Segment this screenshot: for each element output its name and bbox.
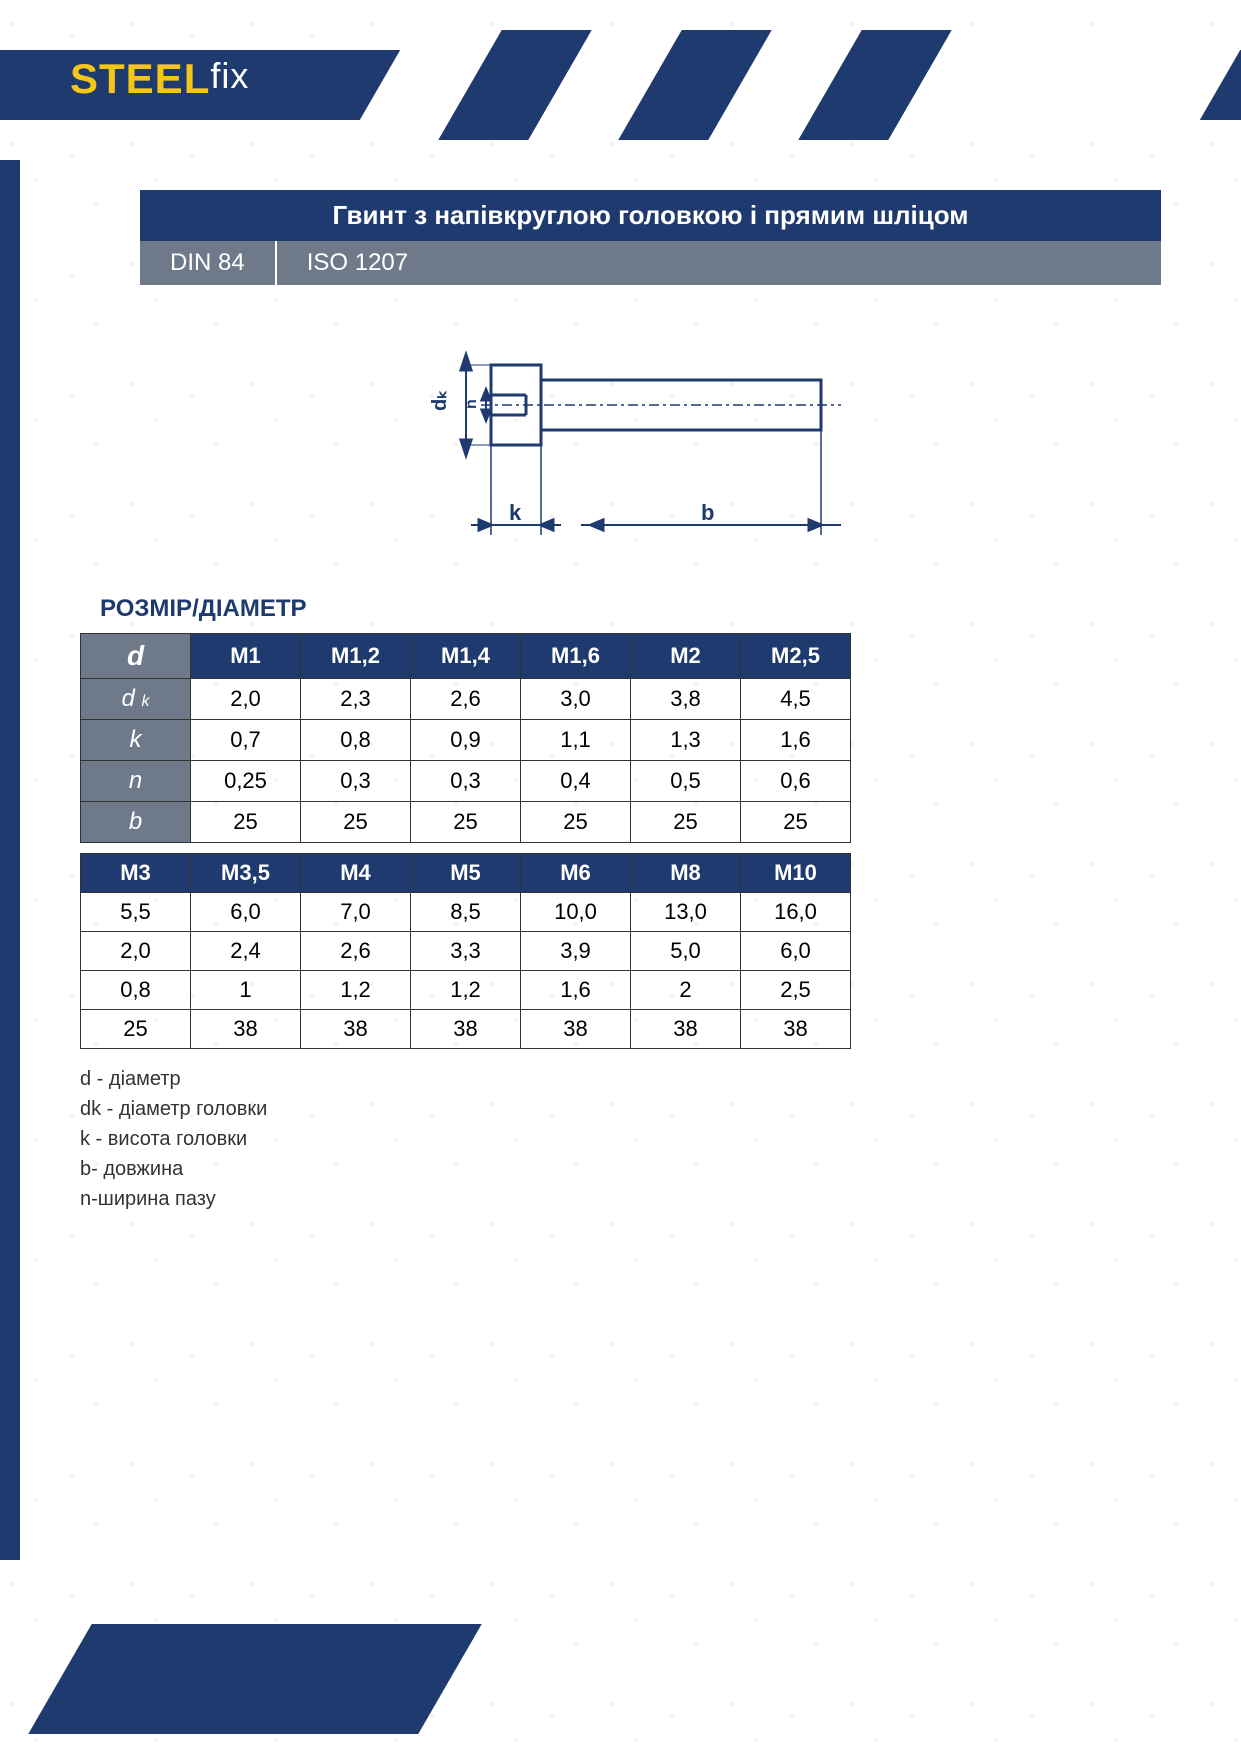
legend-line: d - діаметр — [80, 1064, 1161, 1094]
cell: 3,8 — [631, 679, 741, 720]
standard-din: DIN 84 — [140, 241, 277, 285]
header-stripes — [380, 30, 1080, 140]
cell: 2,0 — [191, 679, 301, 720]
legend-line: k - висота головки — [80, 1124, 1161, 1154]
dimensions-table-2: M3 M3,5 M4 M5 M6 M8 M10 5,5 6,0 7,0 8,5 … — [80, 853, 851, 1049]
col-header: M2,5 — [741, 634, 851, 679]
legend-line: b- довжина — [80, 1154, 1161, 1184]
cell: 0,6 — [741, 761, 851, 802]
cell: 5,5 — [81, 893, 191, 932]
cell: 25 — [301, 802, 411, 843]
cell: 5,0 — [631, 932, 741, 971]
cell: 1,1 — [521, 720, 631, 761]
cell: 0,25 — [191, 761, 301, 802]
row-label-b: b — [81, 802, 191, 843]
standards-row: DIN 84 ISO 1207 — [140, 241, 1161, 285]
col-header: M5 — [411, 854, 521, 893]
technical-diagram: dₖ n k b — [371, 335, 871, 555]
cell: 38 — [631, 1010, 741, 1049]
cell: 2,6 — [411, 679, 521, 720]
row-label-dk: d k — [81, 679, 191, 720]
cell: 25 — [631, 802, 741, 843]
cell: 1,3 — [631, 720, 741, 761]
cell: 8,5 — [411, 893, 521, 932]
header: STEELfix — [0, 0, 1241, 150]
logo-fix: fix — [210, 55, 249, 96]
cell: 38 — [191, 1010, 301, 1049]
col-header: M2 — [631, 634, 741, 679]
diagram-label-k: k — [509, 500, 522, 525]
cell: 38 — [301, 1010, 411, 1049]
cell: 7,0 — [301, 893, 411, 932]
col-header: M6 — [521, 854, 631, 893]
legend-line: dk - діаметр головки — [80, 1094, 1161, 1124]
cell: 6,0 — [191, 893, 301, 932]
row-label-n: n — [81, 761, 191, 802]
page-title: Гвинт з напівкруглою головкою і прямим ш… — [140, 190, 1161, 241]
cell: 6,0 — [741, 932, 851, 971]
cell: 0,3 — [411, 761, 521, 802]
cell: 1 — [191, 971, 301, 1010]
standard-iso: ISO 1207 — [277, 241, 1161, 285]
content: Гвинт з напівкруглою головкою і прямим ш… — [0, 190, 1241, 1214]
cell: 16,0 — [741, 893, 851, 932]
cell: 1,6 — [521, 971, 631, 1010]
cell: 0,5 — [631, 761, 741, 802]
cell: 25 — [411, 802, 521, 843]
cell: 0,3 — [301, 761, 411, 802]
cell: 2 — [631, 971, 741, 1010]
cell: 0,7 — [191, 720, 301, 761]
cell: 3,0 — [521, 679, 631, 720]
legend-line: n-ширина пазу — [80, 1184, 1161, 1214]
col-header: M8 — [631, 854, 741, 893]
stripe — [888, 30, 1241, 140]
diagram-label-n: n — [463, 399, 480, 409]
cell: 0,9 — [411, 720, 521, 761]
cell: 3,9 — [521, 932, 631, 971]
diagram-label-b: b — [701, 500, 714, 525]
logo-steel: STEEL — [70, 55, 210, 102]
cell: 0,4 — [521, 761, 631, 802]
col-header: M1 — [191, 634, 301, 679]
cell: 0,8 — [81, 971, 191, 1010]
cell: 38 — [411, 1010, 521, 1049]
col-header: M1,4 — [411, 634, 521, 679]
cell: 3,3 — [411, 932, 521, 971]
logo: STEELfix — [70, 55, 249, 103]
cell: 1,2 — [301, 971, 411, 1010]
col-header: M1,2 — [301, 634, 411, 679]
row-label-d: d — [81, 634, 191, 679]
legend: d - діаметр dk - діаметр головки k - вис… — [80, 1064, 1161, 1214]
cell: 2,6 — [301, 932, 411, 971]
cell: 13,0 — [631, 893, 741, 932]
cell: 1,2 — [411, 971, 521, 1010]
cell: 2,5 — [741, 971, 851, 1010]
cell: 25 — [521, 802, 631, 843]
col-header: M3,5 — [191, 854, 301, 893]
cell: 0,8 — [301, 720, 411, 761]
cell: 25 — [81, 1010, 191, 1049]
col-header: M1,6 — [521, 634, 631, 679]
col-header: M3 — [81, 854, 191, 893]
cell: 2,0 — [81, 932, 191, 971]
footer-stripes — [60, 1624, 560, 1734]
cell: 10,0 — [521, 893, 631, 932]
cell: 25 — [191, 802, 301, 843]
cell: 2,4 — [191, 932, 301, 971]
col-header: M4 — [301, 854, 411, 893]
col-header: M10 — [741, 854, 851, 893]
row-label-k: k — [81, 720, 191, 761]
cell: 4,5 — [741, 679, 851, 720]
cell: 38 — [521, 1010, 631, 1049]
section-heading: РОЗМІР/ДІАМЕТР — [100, 595, 1161, 623]
cell: 2,3 — [301, 679, 411, 720]
cell: 1,6 — [741, 720, 851, 761]
cell: 25 — [741, 802, 851, 843]
cell: 38 — [741, 1010, 851, 1049]
dimensions-table-1: d M1 M1,2 M1,4 M1,6 M2 M2,5 d k 2,0 2,3 … — [80, 633, 851, 843]
diagram-label-dk: dₖ — [429, 390, 451, 411]
